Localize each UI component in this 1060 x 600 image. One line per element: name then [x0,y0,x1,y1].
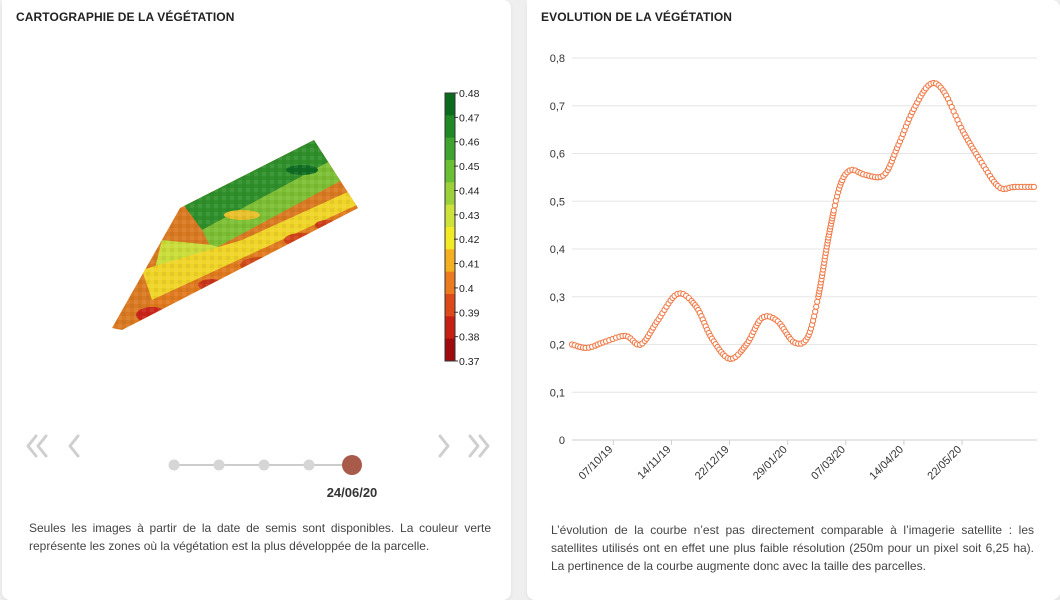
legend-label: 0.48 [459,88,480,100]
timeline-dot[interactable] [258,459,270,471]
legend-swatch [445,227,455,250]
legend-swatch [445,182,455,206]
chart-description: L’évolution de la courbe n’est pas direc… [551,523,1034,573]
y-tick-label: 0,1 [550,387,565,399]
legend-swatch [445,316,455,340]
series-point [813,303,820,310]
vegetation-evolution-card: EVOLUTION DE LA VÉGÉTATION 0 0,1 0,2 0,3 0,4… [527,0,1060,600]
vegetation-map-title: CARTOGRAPHIE DE LA VÉGÉTATION [2,0,249,32]
legend-swatch [445,93,455,116]
vegetation-map-card: CARTOGRAPHIE DE LA VÉGÉTATION [2,0,511,600]
y-tick-label: 0 [559,435,565,447]
y-tick-label: 0,3 [550,292,565,304]
timeline-dot[interactable] [168,459,180,471]
timeline-dot[interactable] [303,459,315,471]
legend-swatch [445,249,455,273]
double-chevron-left-icon[interactable] [24,432,52,465]
x-tick-label: 22/05/20 [925,444,964,483]
x-tick-label: 07/03/20 [809,444,848,483]
legend-label: 0.39 [459,307,480,319]
legend-label: 0.42 [459,234,480,246]
legend-label: 0.38 [459,332,480,344]
y-tick-label: 0,4 [550,244,565,256]
series-point [1030,183,1038,191]
legend-swatch [445,137,455,161]
y-tick-label: 0,6 [550,149,565,161]
legend-swatch [445,160,455,183]
legend-swatch [445,271,455,295]
vegetation-map [112,140,358,330]
y-tick-label: 0,5 [550,196,565,208]
series-point [830,207,837,214]
y-tick-label: 0,8 [550,53,565,65]
legend-swatch [445,294,455,317]
chevron-left-icon[interactable] [64,432,84,465]
series-point [814,298,821,305]
legend-label: 0.44 [459,185,480,197]
selected-date: 24/06/20 [326,485,378,500]
timeline-dot[interactable] [213,459,225,471]
legend-label: 0.4 [459,283,474,295]
map-description: Seules les images à partir de la date de… [29,521,491,553]
legend-label: 0.37 [459,356,480,368]
double-chevron-right-icon[interactable] [464,432,492,465]
timeline-dot-active[interactable] [342,455,362,475]
legend-label: 0.45 [459,161,480,173]
field-parcel [112,140,358,330]
legend-swatch [445,338,455,362]
vegetation-chart: 0 0,1 0,2 0,3 0,4 0,5 0,6 0,7 0,8 07/10/19 14/11/… [550,53,1038,483]
legend-swatch [445,204,455,228]
x-tick-label: 29/01/20 [751,444,790,483]
x-tick-label: 14/11/19 [635,444,673,482]
legend-swatch [445,115,455,139]
color-legend: 0.48 0.47 0.46 0.45 0.44 0.43 0.42 0.41 0.4 0.39 0… [444,88,480,368]
x-tick-label: 07/10/19 [577,444,616,483]
legend-label: 0.46 [459,137,480,149]
legend-label: 0.41 [459,259,480,271]
legend-label: 0.47 [459,112,480,124]
vegetation-evolution-title: EVOLUTION DE LA VÉGÉTATION [527,0,747,32]
x-tick-label: 14/04/20 [867,444,906,483]
legend-label: 0.43 [459,210,480,222]
y-tick-label: 0,7 [550,101,565,113]
y-tick-label: 0,2 [550,340,565,352]
chevron-right-icon[interactable] [434,432,454,465]
timeline [168,455,362,475]
x-tick-label: 22/12/19 [693,444,732,483]
